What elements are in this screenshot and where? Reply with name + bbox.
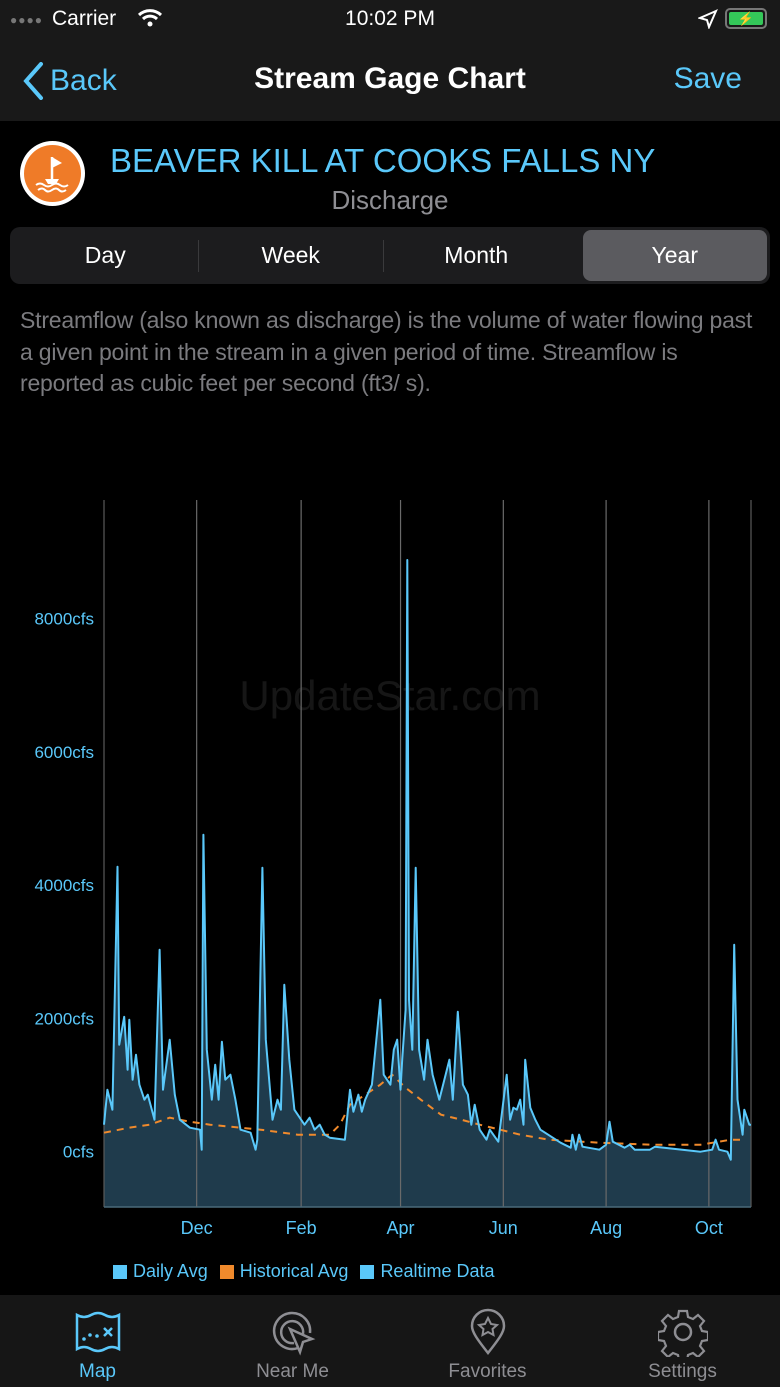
carrier-label: Carrier — [52, 7, 117, 30]
legend-label-realtime: Realtime Data — [380, 1261, 495, 1281]
buoy-flag-icon — [20, 141, 85, 206]
tab-settings-label: Settings — [648, 1361, 717, 1382]
legend-swatch-realtime — [360, 1264, 375, 1279]
y-tick-label: 6000cfs — [34, 743, 94, 762]
chevron-left-icon — [23, 62, 43, 100]
tab-map[interactable]: Map — [0, 1295, 195, 1387]
discharge-chart: Dec Feb Apr Jun Aug Oct 0cfs 2000cfs 4000cfs 6000… — [34, 500, 752, 1238]
x-tick-label: Oct — [695, 1218, 723, 1238]
location-arrow-icon — [698, 9, 718, 29]
segment-year[interactable]: Year — [582, 230, 767, 281]
navigation-bar: Back Stream Gage Chart Save — [0, 40, 780, 121]
y-tick-label: 8000cfs — [34, 610, 94, 629]
watermark: UpdateStar.com — [239, 672, 541, 719]
map-icon — [75, 1311, 120, 1353]
x-tick-label: Apr — [387, 1218, 415, 1238]
gear-icon — [657, 1309, 708, 1357]
x-tick-label: Jun — [489, 1218, 518, 1238]
time-range-segmented-control: Day Week Month Year — [10, 227, 770, 284]
x-tick-label: Feb — [286, 1218, 317, 1238]
tab-near-me[interactable]: Near Me — [195, 1295, 390, 1387]
legend-swatch-historical-avg — [219, 1264, 234, 1279]
x-tick-label: Dec — [181, 1218, 213, 1238]
chart-legend: Daily Avg Historical Avg Realtime Data — [113, 1261, 494, 1282]
segment-day[interactable]: Day — [84, 242, 126, 268]
tab-settings[interactable]: Settings — [585, 1295, 780, 1387]
back-label: Back — [50, 64, 117, 97]
description-text: Streamflow (also known as discharge) is … — [20, 307, 753, 396]
divider — [197, 239, 199, 272]
battery-icon: ⚡ — [725, 8, 767, 29]
tab-bar: Map Near Me Favorites Settings — [0, 1295, 780, 1387]
save-button[interactable]: Save — [673, 62, 742, 95]
y-tick-label: 0cfs — [63, 1143, 94, 1162]
status-bar: ●●●● Carrier 10:02 PM ⚡ — [0, 0, 780, 40]
segment-week[interactable]: Week — [261, 242, 320, 268]
back-button[interactable]: Back — [22, 62, 117, 100]
parameter-label: Discharge — [331, 185, 449, 215]
page-title: Stream Gage Chart — [254, 62, 526, 95]
tab-map-label: Map — [79, 1361, 116, 1382]
tab-near-me-label: Near Me — [256, 1361, 329, 1382]
legend-label-daily-avg: Daily Avg — [133, 1261, 208, 1281]
x-tick-label: Aug — [590, 1218, 622, 1238]
y-tick-label: 2000cfs — [34, 1009, 94, 1028]
clock: 10:02 PM — [345, 7, 435, 30]
segment-month[interactable]: Month — [444, 242, 509, 268]
legend-label-historical-avg: Historical Avg — [239, 1261, 349, 1281]
near-me-icon — [272, 1311, 315, 1356]
tab-favorites-label: Favorites — [448, 1361, 527, 1382]
station-name: BEAVER KILL AT COOKS FALLS NY — [110, 142, 656, 179]
divider — [383, 239, 384, 272]
signal-icon: ●●●● — [10, 13, 43, 27]
favorites-pin-icon — [470, 1308, 505, 1356]
y-tick-label: 4000cfs — [34, 876, 94, 895]
tab-favorites[interactable]: Favorites — [390, 1295, 585, 1387]
legend-swatch-daily-avg — [113, 1264, 127, 1279]
daily-avg-line — [103, 559, 751, 1161]
wifi-icon — [137, 9, 163, 27]
